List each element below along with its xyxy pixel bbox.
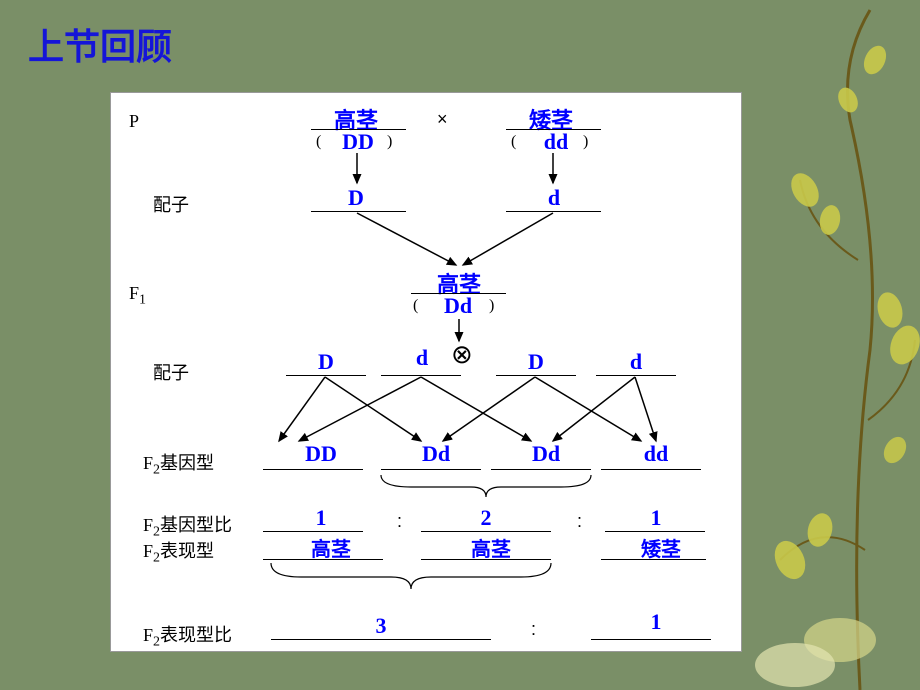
paren: ) [583, 133, 588, 151]
f1-gamete-0: D [311, 349, 341, 375]
page-title: 上节回顾 [28, 18, 172, 70]
uline [601, 469, 701, 470]
p-short-geno: dd [531, 129, 581, 155]
f2-pheno-0: 高茎 [291, 533, 371, 562]
paren: ) [387, 133, 392, 151]
uline [271, 639, 491, 640]
uline [596, 375, 676, 376]
uline [491, 469, 591, 470]
uline [591, 639, 711, 640]
paren: ( [511, 133, 516, 151]
uline [263, 559, 383, 560]
p-tall-geno: DD [333, 129, 383, 155]
label-gametes-2: 配子 [153, 359, 189, 385]
paren: ) [489, 297, 494, 315]
f2-geno-ratio-1: 2 [471, 505, 501, 531]
label-gametes-1: 配子 [153, 191, 189, 217]
uline [421, 559, 551, 560]
label-F2-pheno: F2表现型 [143, 537, 214, 567]
f1-gamete-1: d [407, 345, 437, 371]
f2-geno-ratio-2: 1 [641, 505, 671, 531]
colon: : [531, 619, 536, 640]
f2-pheno-1: 高茎 [451, 533, 531, 562]
uline [421, 531, 551, 532]
uline [506, 211, 601, 212]
colon: : [397, 511, 402, 532]
label-P: P [129, 111, 139, 132]
f2-geno-ratio-0: 1 [306, 505, 336, 531]
label-F2-geno: F2基因型 [143, 449, 214, 479]
p-gamete-D: D [341, 185, 371, 211]
self-symbol: ⊗ [451, 339, 473, 370]
cross-symbol: × [437, 109, 448, 130]
uline [381, 375, 461, 376]
uline [605, 531, 705, 532]
f2-geno-2: Dd [521, 441, 571, 467]
f2-geno-0: DD [296, 441, 346, 467]
f1-gamete-2: D [521, 349, 551, 375]
label-F1: F1 [129, 283, 146, 309]
f2-pheno-ratio-1: 1 [641, 609, 671, 635]
colon: : [577, 511, 582, 532]
p-gamete-d: d [539, 185, 569, 211]
f1-gamete-3: d [621, 349, 651, 375]
f2-pheno-2: 矮茎 [621, 533, 701, 562]
genetics-diagram: P 配子 F1 配子 F2基因型 F2基因型比 F2表现型 F2表现型比 高茎 … [110, 92, 742, 652]
uline [286, 375, 366, 376]
f1-geno: Dd [433, 293, 483, 319]
uline [381, 469, 481, 470]
f2-pheno-ratio-0: 3 [366, 613, 396, 639]
paren: ( [316, 133, 321, 151]
f2-geno-1: Dd [411, 441, 461, 467]
f2-geno-3: dd [631, 441, 681, 467]
uline [263, 469, 363, 470]
uline [496, 375, 576, 376]
label-F2-pheno-ratio: F2表现型比 [143, 621, 232, 651]
uline [263, 531, 363, 532]
uline [601, 559, 706, 560]
decor-plant [740, 0, 920, 690]
paren: ( [413, 297, 418, 315]
uline [311, 211, 406, 212]
